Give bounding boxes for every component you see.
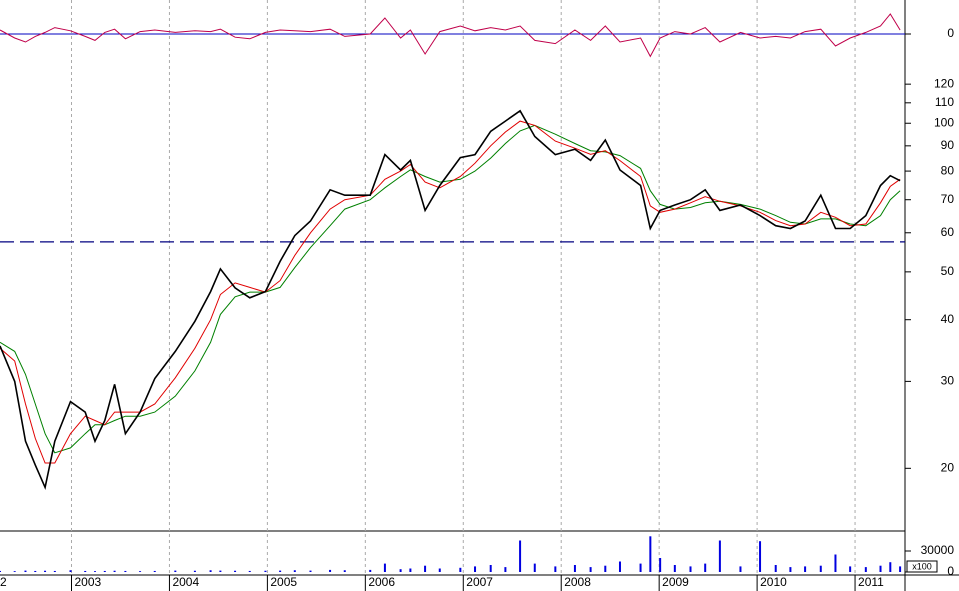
- volume-bar: [0, 570, 1, 572]
- x-tick-label: 2010: [760, 575, 787, 589]
- y-tick-label: 100: [934, 115, 954, 129]
- volume-bar: [34, 570, 37, 572]
- volume-bar: [248, 570, 251, 572]
- volume-bar: [639, 563, 642, 572]
- volume-bar: [879, 565, 882, 572]
- volume-bar: [864, 567, 867, 572]
- volume-bar: [383, 563, 386, 572]
- volume-bar: [489, 565, 492, 572]
- volume-bar: [673, 565, 676, 572]
- volume-bar: [759, 541, 762, 572]
- x-tick-label: 2008: [564, 575, 591, 589]
- volume-bar: [153, 570, 156, 572]
- volume-bar: [53, 570, 56, 572]
- volume-bar: [69, 570, 72, 572]
- volume-bar: [554, 566, 557, 572]
- volume-bar: [804, 566, 807, 572]
- volume-bar: [124, 570, 127, 572]
- volume-bar: [659, 558, 662, 572]
- volume-bar: [13, 571, 16, 572]
- volume-bar: [789, 567, 792, 572]
- volume-bar: [113, 570, 116, 572]
- volume-bar: [519, 540, 522, 572]
- volume-bar: [459, 567, 462, 572]
- volume-bar: [474, 566, 477, 572]
- price-line: [0, 13, 901, 58]
- volume-bar: [309, 570, 312, 572]
- x-tick-label: 2005: [270, 575, 297, 589]
- volume-bar: [739, 566, 742, 572]
- y-tick-label: 110: [935, 95, 954, 109]
- volume-bar: [618, 561, 621, 572]
- volume-bar: [533, 563, 536, 572]
- volume-bar: [209, 570, 212, 572]
- volume-bar: [589, 567, 592, 572]
- volume-bar: [834, 554, 837, 572]
- y-tick-label: 40: [941, 312, 955, 326]
- x-tick-label: 2: [0, 575, 7, 589]
- volume-bar: [264, 570, 267, 572]
- y-tick-label: 90: [941, 138, 955, 152]
- volume-bar: [899, 566, 902, 572]
- y-tick-label: 30: [941, 374, 955, 388]
- unit-label: x100: [912, 561, 932, 571]
- volume-bar: [343, 570, 346, 572]
- volume-bar: [44, 570, 47, 572]
- volume-bar: [279, 570, 282, 572]
- x-tick-label: 2006: [368, 575, 395, 589]
- y-tick-label: 0: [947, 26, 954, 40]
- volume-bar: [84, 570, 87, 572]
- price-line: [0, 120, 901, 464]
- y-tick-label: 70: [941, 192, 955, 206]
- volume-bar: [889, 562, 892, 572]
- x-tick-label: 2003: [74, 575, 101, 589]
- x-tick-label: 2007: [466, 575, 493, 589]
- volume-bar: [293, 570, 296, 572]
- volume-bar: [139, 571, 142, 572]
- x-tick-label: 2009: [662, 575, 689, 589]
- volume-bar: [704, 563, 707, 572]
- volume-bar: [174, 570, 177, 572]
- volume-bar: [504, 567, 507, 572]
- volume-bar: [689, 566, 692, 572]
- volume-bar: [369, 569, 372, 572]
- y-tick-label: 20: [941, 460, 955, 474]
- volume-bar: [329, 569, 332, 572]
- volume-bar: [718, 540, 721, 572]
- x-tick-label: 2004: [172, 575, 199, 589]
- y-tick-label: 120: [934, 76, 954, 90]
- volume-bar: [774, 565, 777, 572]
- volume-bar: [849, 566, 852, 572]
- volume-bar: [94, 571, 97, 572]
- volume-bar: [649, 536, 652, 572]
- y-tick-label: 30000: [921, 543, 955, 557]
- price-line: [0, 124, 901, 454]
- volume-bar: [819, 565, 822, 572]
- volume-bar: [24, 570, 27, 572]
- volume-bar: [193, 570, 196, 572]
- volume-bar: [219, 570, 222, 572]
- y-tick-label: 0: [947, 564, 954, 578]
- unit-box: [906, 560, 938, 573]
- volume-bar: [438, 568, 441, 572]
- price-line: [0, 109, 901, 491]
- volume-bar: [573, 565, 576, 572]
- volume-bar: [234, 570, 237, 572]
- y-tick-label: 60: [941, 225, 955, 239]
- x-tick-label: 2011: [858, 575, 884, 589]
- volume-bar: [103, 570, 106, 572]
- y-tick-label: 50: [941, 264, 955, 278]
- y-tick-label: 80: [941, 163, 955, 177]
- volume-bar: [424, 565, 427, 572]
- volume-bar: [409, 568, 412, 572]
- volume-bar: [399, 569, 402, 572]
- volume-bar: [604, 565, 607, 572]
